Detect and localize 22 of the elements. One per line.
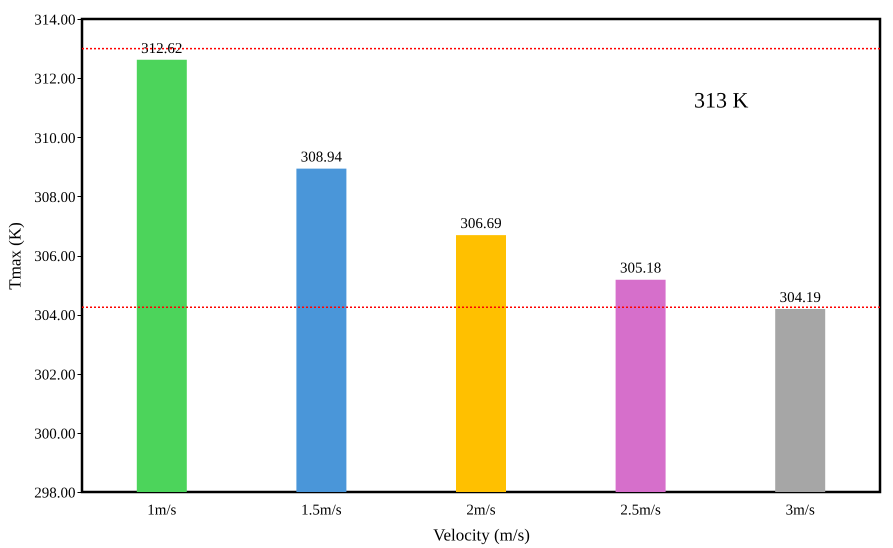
data-label: 305.18 (620, 260, 662, 277)
y-tick-label: 314.00 (34, 12, 76, 28)
x-axis-title: Velocity (m/s) (433, 526, 530, 544)
y-axis-title: Tmax (K) (5, 222, 24, 290)
y-tick-label: 308.00 (34, 190, 76, 206)
x-tick-label: 2.5m/s (620, 502, 661, 518)
y-tick-label: 312.00 (34, 72, 76, 88)
data-label: 308.94 (300, 150, 343, 166)
x-tick-label: 3m/s (786, 502, 815, 518)
x-tick-label: 1m/s (147, 502, 177, 518)
data-label: 312.62 (141, 40, 182, 57)
y-tick-label: 300.00 (34, 426, 76, 442)
y-tick-label: 298.00 (34, 486, 76, 502)
x-tick-label: 1.5m/s (301, 502, 342, 518)
x-tick-label: 2m/s (466, 502, 496, 518)
y-tick-label: 306.00 (34, 249, 76, 265)
data-label: 304.19 (780, 290, 821, 306)
y-tick-label: 304.00 (34, 308, 76, 324)
y-tick-label: 310.00 (34, 130, 76, 147)
ref-line-label: 313 K (694, 88, 748, 113)
data-label: 306.69 (460, 216, 502, 232)
y-tick-label: 302.00 (34, 367, 76, 384)
